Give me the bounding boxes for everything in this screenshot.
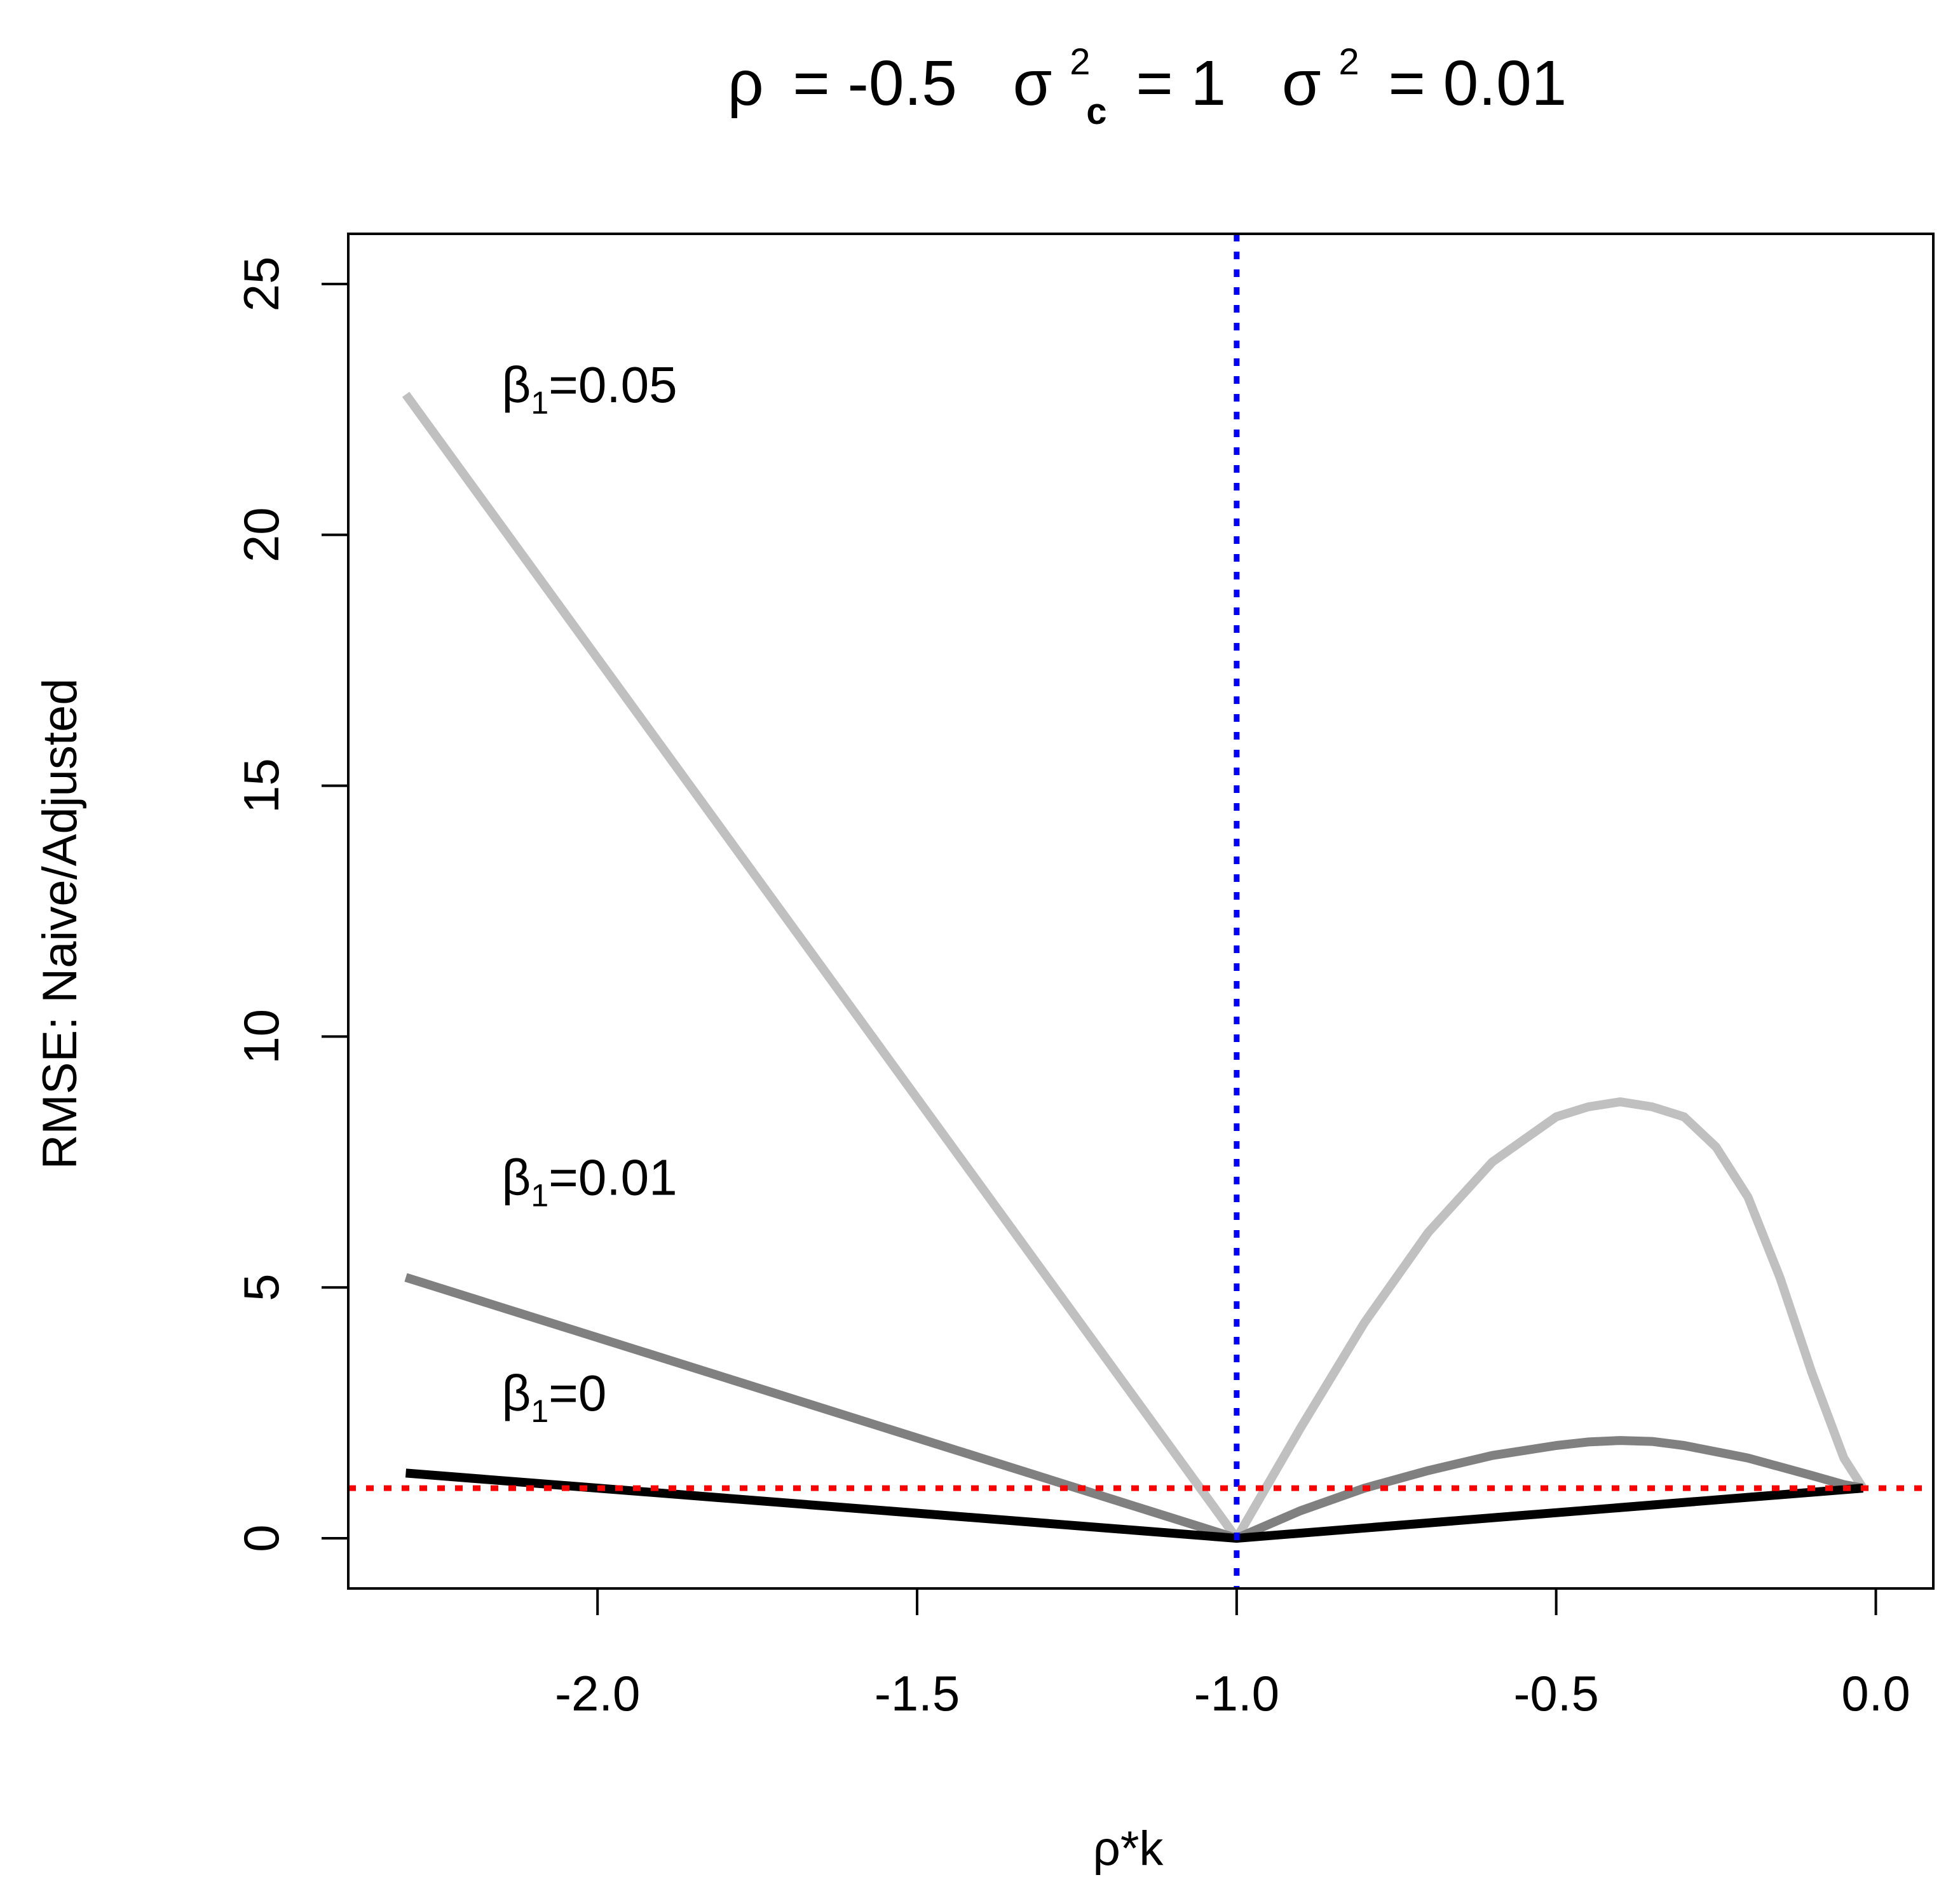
y-tick-label: 15 [233,758,289,813]
axes-layer: -2.0 -1.5 -1.0 -0.5 0.00510152025β1=0.05β1=0… [233,233,1935,1721]
title-rho: ρ [728,48,764,119]
series-line-1 [404,1273,1864,1543]
title-sigma-value: = 0.01 [1388,48,1567,119]
title-sigma-sup: 2 [1338,41,1359,83]
y-axis-title: RMSE: Naive/Adjusted [33,679,87,1170]
x-tick-label: -1.5 [875,1665,960,1721]
annotation-value: =0.05 [548,356,677,413]
title-sigma-c-sub: c [1086,91,1106,132]
x-tick-label: -0.5 [1513,1665,1598,1721]
annotation-greek: β [501,1365,531,1421]
x-axis-title: ρ*k [1093,1822,1164,1876]
series-line-0 [402,391,1867,1543]
title-rho-value: = -0.5 [793,48,957,119]
annotation-value: =0 [548,1365,606,1421]
title-sigma: σ [1282,48,1321,119]
annotation-value: =0.01 [548,1149,677,1206]
plot-frame [347,233,1935,1590]
title-sigma-c-value: = 1 [1136,48,1226,119]
annotation-subscript: 1 [531,1393,548,1429]
annotation-subscript: 1 [531,385,548,421]
plot-layer [348,234,1933,1588]
y-tick-label: 10 [233,1009,289,1064]
y-tick-label: 5 [233,1274,289,1301]
x-tick-label: -2.0 [555,1665,640,1721]
annotation-subscript: 1 [531,1178,548,1214]
y-tick-label: 25 [233,257,289,312]
y-tick-label: 20 [233,507,289,562]
title-sigma-c-sup: 2 [1070,41,1090,83]
chart-title: ρ = -0.5 σ 2 c = 1 σ 2 = 0.01 [728,17,1567,138]
x-tick-label: -1.0 [1194,1665,1279,1721]
series-annotation: β1=0.01 [501,1149,677,1214]
x-tick-label: 0.0 [1841,1665,1910,1721]
y-tick-label: 0 [233,1524,289,1552]
series-annotation: β1=0.05 [501,356,677,421]
series-annotation: β1=0 [501,1365,606,1429]
annotation-greek: β [501,356,531,413]
title-sigma-c: σ [1013,48,1052,119]
annotation-greek: β [501,1149,531,1206]
